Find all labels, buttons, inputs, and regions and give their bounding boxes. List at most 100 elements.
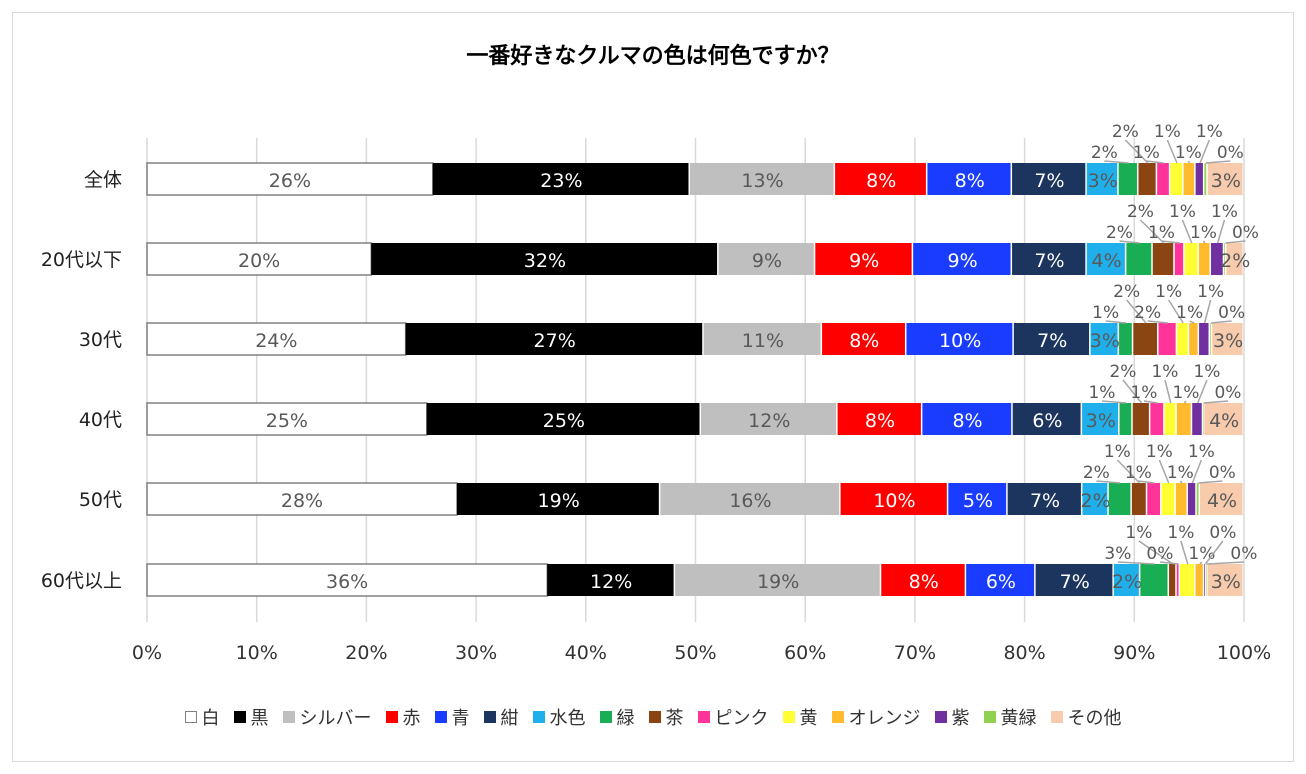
bar-segment [146, 563, 548, 597]
data-label: 12% [748, 410, 790, 432]
data-label: 1% [1154, 122, 1181, 142]
bar-segment [1090, 323, 1118, 355]
data-label: 1% [1188, 544, 1215, 564]
x-tick-label: 80% [1003, 642, 1045, 664]
leader-line [1143, 400, 1158, 404]
data-label: 0% [1218, 303, 1245, 323]
data-label: 2% [1113, 282, 1140, 302]
category-label: 40代 [79, 409, 122, 431]
data-label: 3% [1211, 170, 1241, 192]
bar-segment [1195, 163, 1203, 195]
bar-segment [966, 564, 1035, 596]
data-label: 20% [238, 250, 280, 272]
x-tick-label: 30% [455, 642, 497, 664]
bar-segment [927, 163, 1011, 195]
legend-swatch [934, 711, 947, 723]
data-label: 7% [1034, 170, 1064, 192]
legend-item: 紺 [483, 704, 519, 730]
data-label: 0% [1232, 223, 1259, 243]
legend-swatch [697, 711, 710, 723]
leader-line [1180, 540, 1189, 565]
leader-line [1147, 320, 1168, 324]
legend: 白 黒 シルバー 赤 青 紺 水色 緑 茶 ピンク 黄 オレンジ 紫 黄緑 その他 [0, 704, 1306, 730]
data-label: 27% [534, 330, 576, 352]
bar-segment [1198, 243, 1210, 275]
data-label: 8% [952, 410, 982, 432]
legend-swatch [599, 711, 612, 723]
leader-line [1164, 379, 1172, 404]
bar-segment [547, 564, 674, 596]
bar-segment [1200, 483, 1243, 515]
data-label: 1% [1188, 442, 1215, 462]
data-label: 19% [757, 571, 799, 593]
data-label: 23% [540, 170, 582, 192]
bar-segment [1169, 564, 1176, 596]
data-label: 2% [1106, 223, 1133, 243]
data-label: 7% [1030, 490, 1060, 512]
data-label: 16% [729, 490, 771, 512]
bar-segment [1133, 323, 1158, 355]
data-label: 1% [1092, 303, 1119, 323]
bar-segment [146, 162, 434, 196]
leader-line [1124, 139, 1149, 164]
bar-segment [1152, 243, 1174, 275]
bar-segment [701, 403, 837, 435]
data-label: 2% [1112, 571, 1142, 593]
legend-item: 紫 [934, 704, 970, 730]
bar-segment [1131, 483, 1146, 515]
bar-segment [718, 243, 814, 275]
category-label: 20代以下 [41, 249, 122, 271]
bar-segment [690, 163, 834, 195]
bar-segment [1140, 564, 1168, 596]
leader-line [1202, 240, 1206, 244]
legend-swatch [233, 711, 246, 723]
data-label: 1% [1167, 463, 1194, 483]
leader-line [1191, 459, 1203, 484]
data-label: 10% [873, 490, 915, 512]
bar-segment [675, 564, 880, 596]
legend-item: 赤 [385, 704, 421, 730]
bar-segment [1203, 403, 1204, 435]
bar-segment [1118, 163, 1137, 195]
bar-segment [146, 482, 458, 516]
legend-label: 黄 [799, 708, 818, 729]
legend-swatch [648, 711, 661, 723]
legend-label: その他 [1067, 708, 1122, 729]
leader-line [1168, 299, 1184, 324]
bar-segment [1082, 403, 1119, 435]
data-label: 2% [1109, 362, 1136, 382]
data-label: 8% [865, 410, 895, 432]
bar-segment [1170, 163, 1183, 195]
bar-segment [840, 483, 947, 515]
bar-segment [1119, 323, 1132, 355]
legend-label: 黄緑 [1000, 708, 1037, 729]
data-label: 9% [948, 250, 978, 272]
bar-segment [1180, 564, 1194, 596]
leader-line [1189, 320, 1195, 324]
bar-segment [948, 483, 1007, 515]
data-label: 2% [1112, 122, 1139, 142]
data-label: 6% [1032, 410, 1062, 432]
data-label: 6% [986, 571, 1016, 593]
data-label: 2% [1220, 250, 1250, 272]
legend-swatch [282, 711, 295, 723]
x-tick-label: 100% [1217, 642, 1271, 664]
legend-item: その他 [1050, 704, 1122, 730]
legend-item: 黒 [233, 704, 269, 730]
data-label: 25% [543, 410, 585, 432]
legend-label: 青 [451, 708, 470, 729]
data-label: 0% [1230, 544, 1257, 564]
leader-line [1116, 459, 1141, 484]
leader-line [1119, 240, 1140, 244]
bar-segment [371, 243, 718, 275]
leader-line [1183, 400, 1187, 404]
data-label: 1% [1148, 223, 1175, 243]
bar-segment [1206, 564, 1208, 596]
bar-segment [1132, 403, 1149, 435]
legend-label: 緑 [616, 708, 635, 729]
bar-segment [432, 163, 689, 195]
bar-segment [822, 323, 905, 355]
data-label: 3% [1211, 571, 1241, 593]
leader-line [1159, 561, 1179, 565]
stacked-bar-chart: 0% 10% 20% 30% 40% 50% 60% 70% 80% 90% 100% 全体 26% 23… [41, 122, 1271, 664]
